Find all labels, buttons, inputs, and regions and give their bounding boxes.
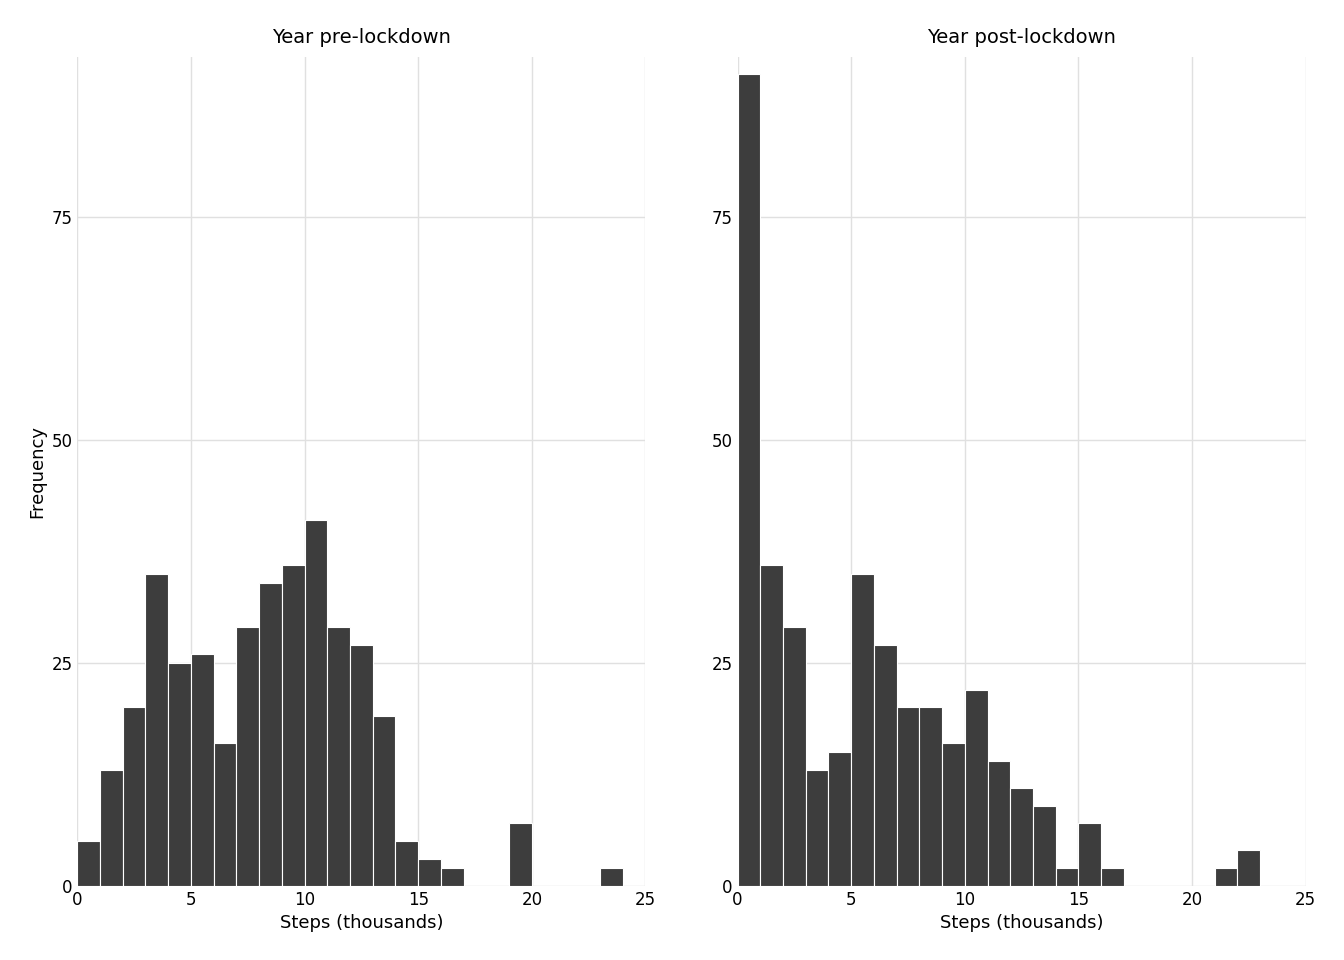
Bar	[395, 841, 418, 886]
Title: Year post-lockdown: Year post-lockdown	[927, 28, 1116, 47]
Bar	[896, 708, 919, 886]
Y-axis label: Frequency: Frequency	[28, 424, 46, 517]
Bar	[1055, 868, 1078, 886]
Bar	[145, 574, 168, 886]
Bar	[282, 564, 305, 886]
Bar	[599, 868, 622, 886]
Bar	[509, 824, 532, 886]
Title: Year pre-lockdown: Year pre-lockdown	[271, 28, 450, 47]
Bar	[122, 708, 145, 886]
Bar	[168, 663, 191, 886]
Bar	[942, 743, 965, 886]
Bar	[761, 564, 784, 886]
Bar	[372, 716, 395, 886]
Bar	[965, 689, 988, 886]
Bar	[1215, 868, 1238, 886]
Bar	[805, 770, 828, 886]
Bar	[784, 627, 805, 886]
Bar	[237, 627, 259, 886]
Bar	[874, 645, 896, 886]
Bar	[78, 841, 99, 886]
X-axis label: Steps (thousands): Steps (thousands)	[939, 914, 1103, 932]
Bar	[1101, 868, 1124, 886]
Bar	[851, 574, 874, 886]
Bar	[988, 761, 1011, 886]
Bar	[191, 654, 214, 886]
Bar	[441, 868, 464, 886]
X-axis label: Steps (thousands): Steps (thousands)	[280, 914, 444, 932]
Bar	[259, 583, 282, 886]
Bar	[738, 75, 761, 886]
Bar	[1078, 824, 1101, 886]
Bar	[99, 770, 122, 886]
Bar	[1238, 851, 1261, 886]
Bar	[1034, 805, 1055, 886]
Bar	[919, 708, 942, 886]
Bar	[349, 645, 372, 886]
Bar	[828, 752, 851, 886]
Bar	[328, 627, 349, 886]
Bar	[418, 859, 441, 886]
Bar	[305, 520, 328, 886]
Bar	[214, 743, 237, 886]
Bar	[1011, 788, 1034, 886]
